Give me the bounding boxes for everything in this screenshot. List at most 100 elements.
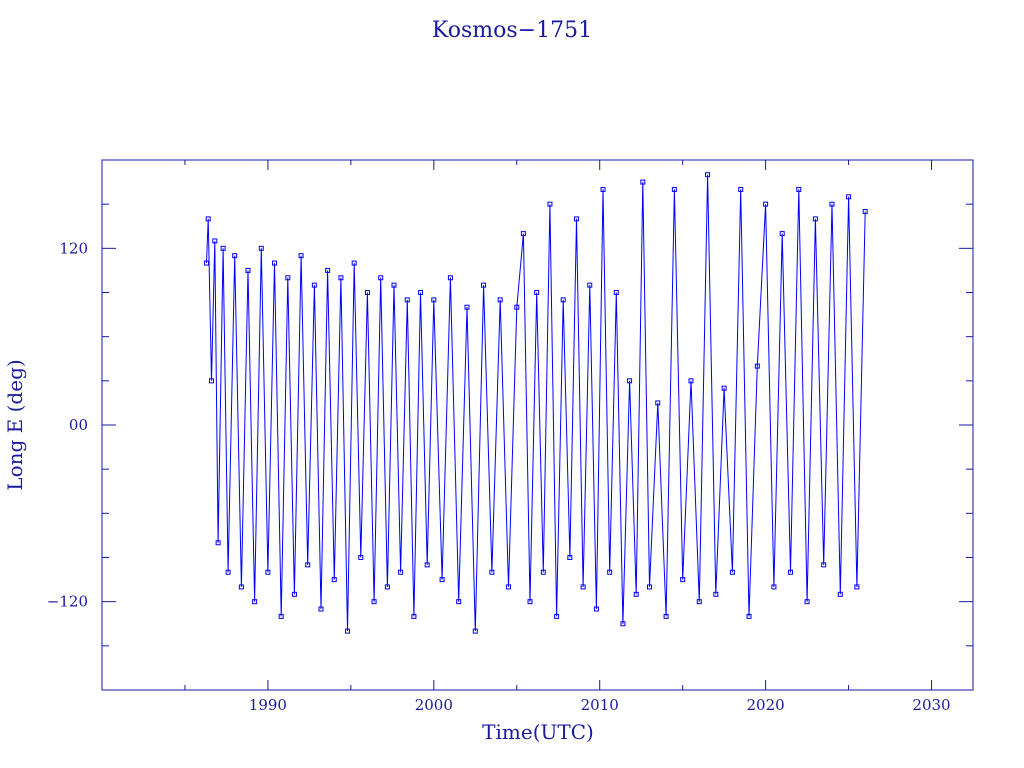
data-point [696,599,702,605]
data-point [721,385,727,391]
data-point [547,201,553,207]
data-point [489,569,495,575]
data-point [225,569,231,575]
data-point [338,275,344,281]
data-point [655,400,661,406]
data-point [646,584,652,590]
data-point [245,267,251,273]
chart-title: Kosmos−1751 [432,18,592,43]
data-point [291,591,297,597]
data-point [593,606,599,612]
data-point [600,186,606,192]
data-point [779,231,785,237]
data-point [613,290,619,295]
data-point [640,179,646,185]
data-point [705,172,711,178]
data-point [846,194,852,200]
data-point [671,186,677,192]
x-tick-label: 2010 [581,696,619,714]
y-tick-label: −120 [47,593,88,611]
data-point [688,378,694,384]
data-point [378,275,384,281]
y-axis: −120 00 120 [47,159,973,691]
data-point [812,216,818,222]
data-point [252,599,258,605]
x-axis: 1990 2000 2010 2020 2030 [184,160,951,714]
data-point [746,613,752,619]
data-point [371,599,377,605]
data-point [265,569,271,575]
y-axis-label: Long E (deg) [3,359,27,490]
series-line [206,174,866,632]
data-point [837,591,843,597]
data-point [298,253,304,259]
data-point [854,584,860,590]
data-point [258,245,264,251]
data-point [829,201,835,207]
x-tick-label: 2020 [747,696,785,714]
data-point [404,297,410,303]
data-point [540,569,546,575]
data-point [464,304,470,310]
data-point [331,577,337,583]
data-point [220,245,226,251]
data-point [663,613,669,619]
data-point [771,584,777,590]
data-point [804,599,810,605]
data-point [456,599,462,605]
data-point [358,555,364,560]
data-point [318,606,324,612]
data-point [278,613,284,619]
data-point [680,577,686,583]
data-point [527,599,533,605]
data-point [384,584,390,590]
data-point [439,577,445,583]
data-point [587,282,593,288]
data-point [447,275,453,281]
data-point [215,540,221,546]
data-point [232,253,238,259]
x-axis-label: Time(UTC) [482,720,594,744]
data-point [205,216,211,222]
data-point [204,260,210,266]
data-point [520,231,526,237]
data-point [763,201,769,207]
data-point [560,297,566,303]
data-point [627,378,633,384]
data-point [514,304,520,310]
data-point [821,562,827,568]
data-point [729,569,735,575]
data-point [208,378,214,384]
data-point [607,569,613,575]
data-point [424,562,430,568]
data-point [325,267,331,273]
data-point [620,621,626,627]
data-point [573,216,579,222]
data-point [272,260,278,266]
data-point [364,290,370,295]
data-point [418,290,424,295]
x-tick-label: 1990 [249,696,287,714]
data-point [285,275,291,281]
data-point [505,584,511,590]
data-point [411,613,417,619]
data-point [351,260,357,266]
plot-area [204,172,868,634]
data-point [311,282,317,288]
data-point [554,613,560,619]
x-tick-label: 2030 [912,696,950,714]
data-point [497,297,503,303]
data-point [754,363,760,369]
data-point [345,628,351,634]
data-point [738,186,744,192]
data-point [431,297,437,303]
data-point [862,209,868,215]
data-point [796,186,802,192]
plot-frame [101,159,974,691]
data-point [567,555,573,560]
data-point [580,584,586,590]
data-point [788,569,794,575]
data-point [212,238,218,244]
data-point [481,282,487,288]
